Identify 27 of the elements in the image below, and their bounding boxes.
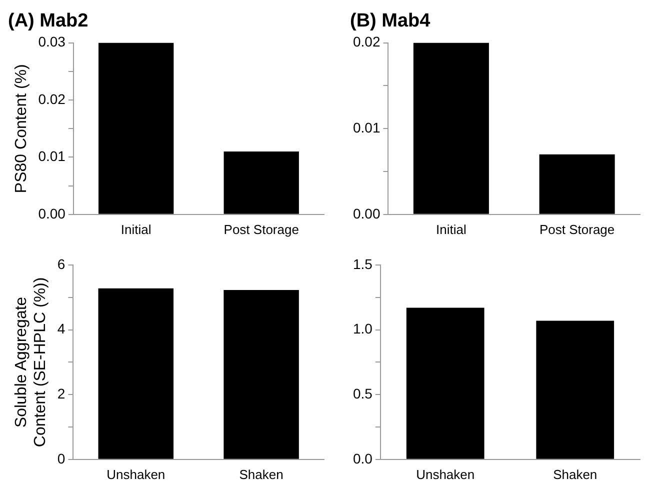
y-tick-label: 0.00 <box>353 205 380 222</box>
y-tick-label: 4 <box>57 320 66 337</box>
y-axis-title: Soluble Aggregate Content (SE-HPLC (%)) <box>13 277 50 448</box>
y-tick-label: 0.0 <box>352 450 373 466</box>
chart-title: (A) Mab2 <box>8 10 88 32</box>
y-tick-label: 0.01 <box>38 148 66 164</box>
y-tick-label: 0 <box>57 450 66 466</box>
y-tick-label: 1.5 <box>352 256 373 272</box>
y-tick-label: 0.02 <box>38 90 66 107</box>
x-tick-label: Unshaken <box>106 466 166 482</box>
y-tick-label: 0.02 <box>353 34 380 50</box>
y-tick-label: 0.00 <box>38 205 66 222</box>
x-tick-label: Shaken <box>239 466 284 482</box>
x-tick-label: Post Storage <box>539 222 615 237</box>
y-tick-label: 0.03 <box>38 34 66 50</box>
x-tick-label: Initial <box>120 222 152 237</box>
y-tick-label: 6 <box>57 256 66 272</box>
x-tick-label: Initial <box>436 222 466 237</box>
y-tick-label: 0.01 <box>353 119 380 136</box>
y-tick-label: 0.5 <box>352 385 373 402</box>
x-tick-label: Shaken <box>553 466 598 482</box>
y-axis-title: PS80 Content (%) <box>13 64 30 194</box>
chart-title: (B) Mab4 <box>350 10 431 32</box>
x-tick-label: Post Storage <box>224 222 299 237</box>
x-tick-label: Unshaken <box>416 466 475 482</box>
y-tick-label: 1.0 <box>352 320 373 337</box>
y-tick-label: 2 <box>57 385 66 402</box>
